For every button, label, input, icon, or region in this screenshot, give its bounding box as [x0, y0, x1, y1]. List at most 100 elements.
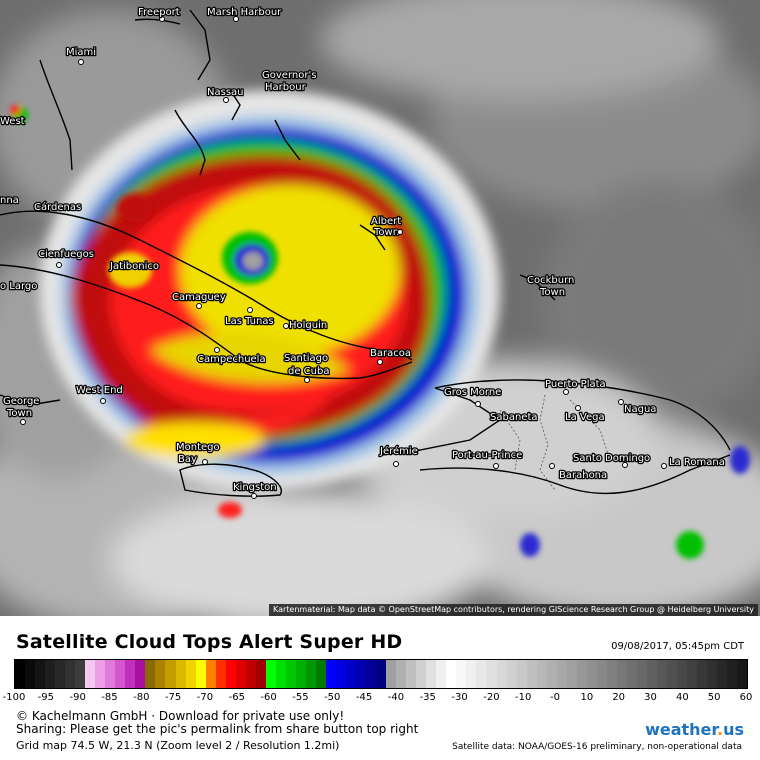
image-datetime: 09/08/2017, 05:45pm CDT: [611, 641, 744, 652]
city-dot-holguin: [283, 323, 289, 329]
color-scale-segment: [225, 660, 236, 688]
color-scale-segment: [25, 660, 36, 688]
color-scale-segment: [55, 660, 66, 688]
city-dot-kingston: [251, 493, 257, 499]
sharing-notice: Sharing: Please get the pic's permalink …: [16, 722, 419, 736]
color-scale-tick-label: -40: [387, 692, 405, 703]
city-campechuela: Campechuela: [197, 354, 266, 365]
logo-suffix: us: [723, 720, 744, 739]
city-cardenas: Cárdenas: [34, 201, 81, 213]
color-scale-tick-label: -95: [37, 692, 54, 703]
color-scale-tick-label: -65: [228, 692, 245, 703]
color-scale-segment: [195, 660, 206, 688]
city-dot-camaguey: [196, 303, 202, 309]
city-dot-cienfuegos: [56, 262, 62, 268]
color-scale-segment: [727, 660, 738, 688]
color-scale-segment: [386, 660, 397, 688]
color-scale-segment: [616, 660, 627, 688]
color-scale-tick-label: -35: [419, 692, 436, 703]
city-sabaneta: Sabaneta: [490, 412, 538, 423]
color-scale-segment: [646, 660, 657, 688]
color-scale-tick-label: -0: [550, 692, 561, 703]
color-scale-bar: [14, 659, 748, 689]
color-scale-segment: [396, 660, 407, 688]
city-o-largo: o Largo: [0, 281, 37, 292]
city-santiago-de-cuba: Santiago: [284, 353, 328, 364]
city-port-au-prince: Port-au-Prince: [452, 450, 522, 461]
color-scale-segment: [576, 660, 587, 688]
city-montego-bay-line2: Bay: [178, 454, 197, 465]
color-scale-segment: [275, 660, 286, 688]
city-kingston: Kingston: [233, 482, 277, 493]
color-scale-tick-label: 10: [580, 692, 594, 703]
color-scale-segment: [215, 660, 226, 688]
color-scale-segment: [15, 660, 26, 688]
city-dot-campechuela: [214, 347, 220, 353]
color-scale-segment: [546, 660, 557, 688]
color-scale-segment: [657, 660, 668, 688]
city-puerto-plata: Puerto Plata: [545, 379, 606, 390]
city-dot-albert-town: [397, 229, 403, 235]
color-scale-segment: [265, 660, 276, 688]
city-cockburn-town: Cockburn: [527, 275, 574, 286]
color-scale-segment: [45, 660, 56, 688]
color-scale-segment: [255, 660, 266, 688]
color-scale-segment: [636, 660, 647, 688]
city-santo-domingo: Santo Domingo: [573, 453, 650, 464]
color-scale-segment: [205, 660, 216, 688]
satellite-map[interactable]: Freeport Marsh Harbour Miami Governor's …: [0, 0, 760, 616]
city-dot-baracoa: [377, 359, 383, 365]
color-scale-segment: [356, 660, 367, 688]
color-scale-segment: [606, 660, 617, 688]
city-west: West: [0, 116, 25, 127]
city-dot-la-vega: [575, 405, 581, 411]
map-attribution: Kartenmaterial: Map data © OpenStreetMap…: [268, 604, 758, 616]
city-dot-jeremie: [393, 461, 399, 467]
city-albert-town: Albert: [371, 216, 401, 227]
color-scale-tick-label: 30: [644, 692, 657, 703]
city-miami: Miami: [66, 47, 96, 58]
city-dot-freeport: [159, 16, 165, 22]
product-title: Satellite Cloud Tops Alert Super HD: [16, 631, 403, 653]
logo-dot: .: [717, 720, 724, 739]
color-scale-segment: [366, 660, 377, 688]
city-george-town-line2: Town: [6, 408, 32, 419]
city-cockburn-town-line2: Town: [539, 287, 565, 298]
color-scale-segment: [245, 660, 256, 688]
color-scale-tick-label: -70: [196, 692, 214, 703]
city-nassau: Nassau: [207, 87, 244, 98]
city-dot-montego-bay: [202, 459, 208, 465]
city-west-end: West End: [76, 385, 123, 396]
city-holguin: Holguin: [289, 320, 327, 331]
color-scale-segment: [566, 660, 577, 688]
hurricane-irma-cloud-tops: [10, 90, 750, 559]
color-scale-tick-label: -85: [101, 692, 118, 703]
satellite-data-credit: Satellite data: NOAA/GOES-16 preliminary…: [452, 742, 742, 752]
city-jatibonico: Jatibonico: [109, 261, 159, 272]
color-scale-segment: [155, 660, 166, 688]
city-dot-nagua: [618, 399, 624, 405]
color-scale-segment: [65, 660, 76, 688]
coastlines: [0, 9, 731, 497]
city-dot-barahona: [549, 463, 555, 469]
color-scale-segment: [426, 660, 437, 688]
color-scale-segment: [536, 660, 547, 688]
city-las-tunas: Las Tunas: [225, 316, 274, 327]
cloud-field: [0, 0, 760, 616]
color-scale-segment: [346, 660, 357, 688]
color-scale-segment: [436, 660, 447, 688]
color-scale-segment: [185, 660, 196, 688]
city-dot-west-end: [100, 398, 106, 404]
color-scale-segment: [325, 660, 336, 688]
color-scale-segment: [456, 660, 467, 688]
color-scale-tick-label: -60: [260, 692, 277, 703]
color-scale-segment: [707, 660, 718, 688]
color-scale-segment: [75, 660, 86, 688]
color-scale-segment: [135, 660, 146, 688]
city-cienfuegos: Cienfuegos: [38, 249, 94, 260]
color-scale-segment: [626, 660, 637, 688]
color-scale-segment: [145, 660, 156, 688]
weather-us-logo[interactable]: weather.us: [645, 720, 744, 739]
color-scale-segment: [516, 660, 527, 688]
city-nagua: Nagua: [624, 404, 656, 415]
